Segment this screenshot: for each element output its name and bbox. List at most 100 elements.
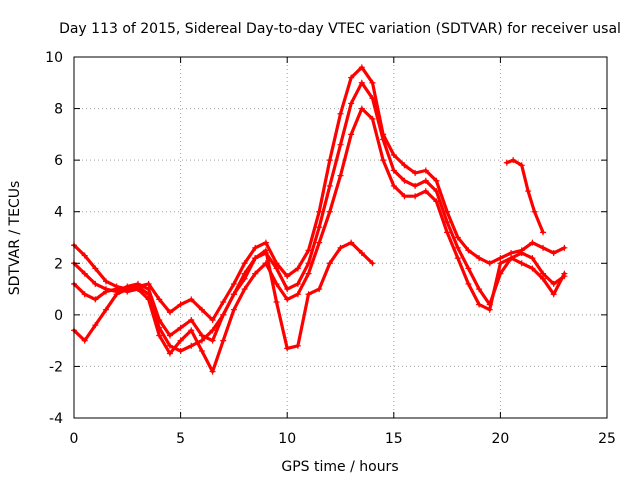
- data-point: [188, 317, 195, 324]
- data-point: [540, 244, 547, 251]
- data-point: [348, 239, 355, 246]
- data-point: [241, 260, 248, 267]
- data-point: [273, 265, 280, 272]
- data-point: [465, 280, 472, 287]
- data-point: [454, 244, 461, 251]
- data-point: [220, 337, 227, 344]
- data-point: [508, 249, 515, 256]
- data-point: [422, 167, 429, 174]
- data-point: [220, 298, 227, 305]
- data-point: [531, 208, 538, 215]
- data-point: [401, 193, 408, 200]
- data-point: [102, 278, 109, 285]
- data-point: [113, 291, 120, 298]
- data-point: [337, 244, 344, 251]
- data-point: [454, 234, 461, 241]
- data-point: [134, 283, 141, 290]
- y-tick-label: 4: [54, 205, 63, 221]
- data-point: [252, 244, 259, 251]
- data-point: [401, 162, 408, 169]
- data-point: [198, 347, 205, 354]
- data-point: [390, 182, 397, 189]
- data-point: [92, 280, 99, 287]
- data-point: [540, 275, 547, 282]
- data-point: [422, 188, 429, 195]
- data-point: [348, 74, 355, 81]
- data-point: [433, 198, 440, 205]
- data-point: [284, 296, 291, 303]
- data-point: [262, 239, 269, 246]
- data-point: [188, 327, 195, 334]
- data-point: [337, 110, 344, 117]
- data-point: [358, 249, 365, 256]
- y-axis-ticks: -4 -2 0 2 4 6 8 10: [45, 50, 607, 427]
- data-point: [305, 247, 312, 254]
- data-point: [326, 260, 333, 267]
- data-point: [525, 188, 532, 195]
- x-tick-label: 10: [278, 431, 296, 447]
- data-point: [294, 265, 301, 272]
- data-point: [252, 255, 259, 262]
- data-point: [529, 265, 536, 272]
- x-tick-label: 25: [598, 431, 616, 447]
- data-point: [518, 260, 525, 267]
- data-point: [145, 280, 152, 287]
- data-point: [166, 309, 173, 316]
- data-point: [188, 342, 195, 349]
- data-point: [209, 317, 216, 324]
- data-point: [433, 177, 440, 184]
- data-point: [529, 255, 536, 262]
- data-point: [198, 337, 205, 344]
- data-point: [177, 337, 184, 344]
- data-point: [262, 247, 269, 254]
- data-point: [508, 255, 515, 262]
- data-point: [486, 260, 493, 267]
- y-tick-label: -4: [49, 411, 63, 427]
- data-point: [305, 291, 312, 298]
- data-point: [81, 291, 88, 298]
- x-tick-label: 20: [491, 431, 509, 447]
- data-point: [422, 177, 429, 184]
- data-point: [230, 306, 237, 313]
- data-point: [294, 342, 301, 349]
- y-tick-label: 6: [54, 153, 63, 169]
- series-track-5: [503, 157, 547, 236]
- data-point: [540, 229, 547, 236]
- data-point: [92, 296, 99, 303]
- data-point: [348, 131, 355, 138]
- series-track-3: [71, 105, 568, 375]
- data-point: [198, 332, 205, 339]
- data-point: [518, 162, 525, 169]
- data-point: [326, 182, 333, 189]
- x-axis-label: GPS time / hours: [281, 459, 398, 475]
- series-track-4: [71, 239, 376, 354]
- data-point: [465, 247, 472, 254]
- data-point: [230, 280, 237, 287]
- x-tick-label: 5: [176, 431, 185, 447]
- data-point: [209, 337, 216, 344]
- chart-title: Day 113 of 2015, Sidereal Day-to-day VTE…: [59, 21, 621, 37]
- data-point: [369, 115, 376, 122]
- data-point: [102, 306, 109, 313]
- data-point: [241, 286, 248, 293]
- data-point: [550, 249, 557, 256]
- data-point: [156, 296, 163, 303]
- data-point: [316, 208, 323, 215]
- data-point: [433, 188, 440, 195]
- data-point: [284, 286, 291, 293]
- data-point: [540, 270, 547, 277]
- data-point: [188, 296, 195, 303]
- data-point: [369, 79, 376, 86]
- data-point: [145, 286, 152, 293]
- data-point: [380, 157, 387, 164]
- data-point: [497, 255, 504, 262]
- data-point: [358, 105, 365, 112]
- y-tick-label: -2: [49, 359, 63, 375]
- x-tick-label: 0: [70, 431, 79, 447]
- data-point: [81, 337, 88, 344]
- y-tick-label: 8: [54, 102, 63, 118]
- data-point: [252, 270, 259, 277]
- data-point: [284, 345, 291, 352]
- data-point: [390, 151, 397, 158]
- data-point: [337, 141, 344, 148]
